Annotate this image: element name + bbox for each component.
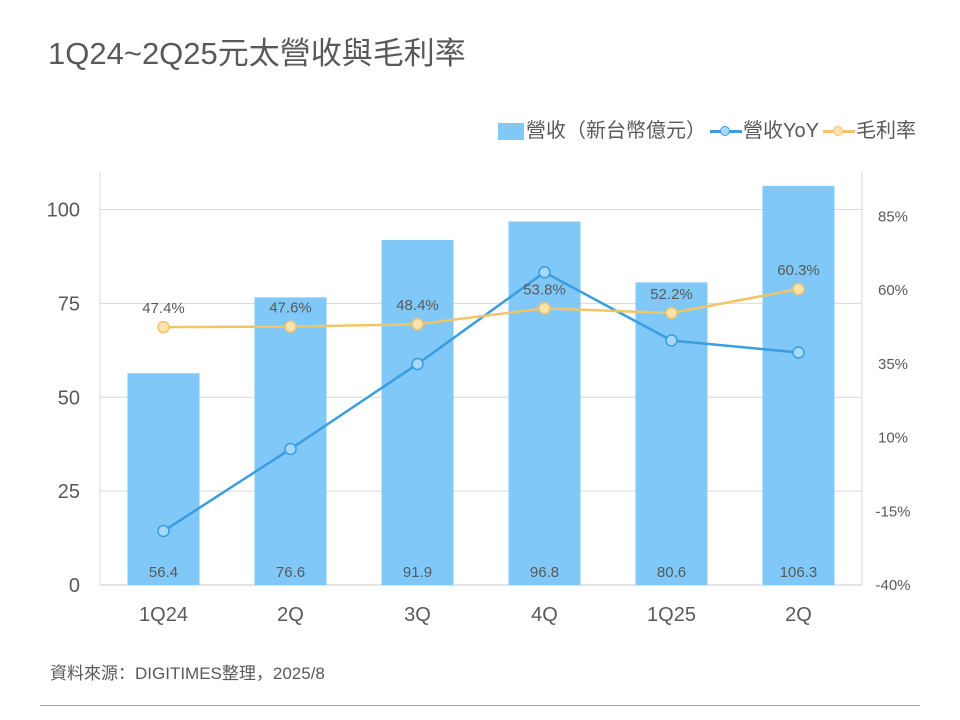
legend-swatch-gross-margin-marker	[833, 125, 843, 136]
yoy-marker	[284, 442, 297, 456]
right-axis-tick-label: 35%	[878, 356, 908, 373]
left-axis-tick-label: 0	[69, 575, 80, 597]
gross-margin-line	[163, 287, 799, 329]
gross-margin-marker	[792, 282, 805, 296]
right-axis-ticks: -40% -15% 10% 35% 60% 85%	[875, 208, 910, 594]
legend-label-revenue: 營收（新台幣億元）	[526, 120, 707, 142]
gross-margin-labels: 47.4% 47.6% 48.4% 53.8% 52.2% 60.3%	[142, 262, 820, 317]
gross-margin-label: 47.4%	[142, 300, 185, 317]
legend-swatch-yoy	[710, 124, 743, 138]
gross-margin-marker	[665, 306, 678, 320]
gross-margin-marker	[411, 317, 424, 331]
legend: 營收（新台幣億元） 營收YoY 毛利率	[498, 120, 916, 142]
category-label: 4Q	[531, 604, 558, 626]
gridlines	[100, 209, 862, 492]
yoy-marker	[411, 357, 424, 371]
legend-label-gross-margin: 毛利率	[856, 120, 916, 142]
right-axis-tick-label: -40%	[875, 577, 910, 594]
source-note: 資料來源：DIGITIMES整理，2025/8	[50, 664, 325, 683]
bar	[254, 297, 327, 585]
legend-swatch-gross-margin	[823, 124, 855, 138]
gross-margin-label: 47.6%	[269, 300, 312, 317]
right-axis-tick-label: 60%	[878, 282, 908, 299]
bar-value-label: 80.6	[657, 564, 686, 581]
bar	[127, 373, 200, 585]
yoy-marker	[538, 266, 551, 279]
gross-margin-marker	[157, 320, 170, 334]
gross-margin-series	[157, 282, 805, 334]
category-labels: 1Q24 2Q 3Q 4Q 1Q25 2Q	[139, 604, 812, 626]
bar-value-label: 91.9	[403, 564, 432, 581]
left-axis-tick-label: 25	[58, 481, 80, 503]
axes	[99, 172, 863, 586]
right-axis-tick-label: 10%	[878, 430, 908, 447]
left-axis-ticks: 0 25 50 75 100	[47, 200, 80, 597]
right-axis-tick-label: -15%	[875, 503, 910, 520]
gross-margin-label: 48.4%	[396, 297, 439, 314]
bar-value-labels: 56.4 76.6 91.9 96.8 80.6 106.3	[149, 564, 817, 581]
gross-margin-marker	[538, 302, 551, 315]
gross-margin-label: 52.2%	[650, 286, 693, 303]
bottom-divider	[40, 705, 920, 706]
category-label: 1Q24	[139, 604, 188, 626]
left-axis-tick-label: 75	[58, 293, 80, 315]
chart-title: 1Q24~2Q25元太營收與毛利率	[48, 36, 466, 71]
bars	[127, 185, 835, 585]
bar	[635, 282, 708, 585]
bar	[762, 185, 835, 585]
yoy-marker	[665, 334, 678, 347]
gross-margin-label: 53.8%	[523, 281, 566, 298]
bar-value-label: 96.8	[530, 564, 559, 581]
legend-swatch-revenue	[498, 122, 525, 140]
gross-margin-marker	[284, 320, 297, 333]
legend-swatch-yoy-marker	[720, 125, 731, 136]
category-label: 2Q	[785, 604, 812, 626]
legend-item-revenue: 營收（新台幣億元）	[498, 120, 706, 142]
legend-label-yoy: 營收YoY	[743, 120, 819, 142]
category-label: 1Q25	[647, 604, 696, 626]
left-axis-tick-label: 100	[47, 200, 80, 222]
gross-margin-label: 60.3%	[777, 262, 820, 279]
yoy-marker	[157, 524, 170, 538]
yoy-line	[162, 271, 799, 533]
legend-item-yoy: 營收YoY	[710, 120, 819, 142]
category-label: 2Q	[277, 604, 304, 626]
legend-item-gross-margin: 毛利率	[823, 120, 916, 142]
category-label: 3Q	[404, 604, 431, 626]
left-axis-tick-label: 50	[58, 387, 80, 409]
bar-value-label: 106.3	[780, 564, 818, 581]
bar-value-label: 76.6	[276, 564, 305, 581]
bar	[381, 239, 454, 585]
yoy-series	[157, 266, 805, 538]
right-axis-tick-label: 85%	[878, 208, 908, 225]
bar-value-label: 56.4	[149, 564, 178, 581]
yoy-marker	[792, 346, 805, 359]
bar	[508, 221, 581, 585]
